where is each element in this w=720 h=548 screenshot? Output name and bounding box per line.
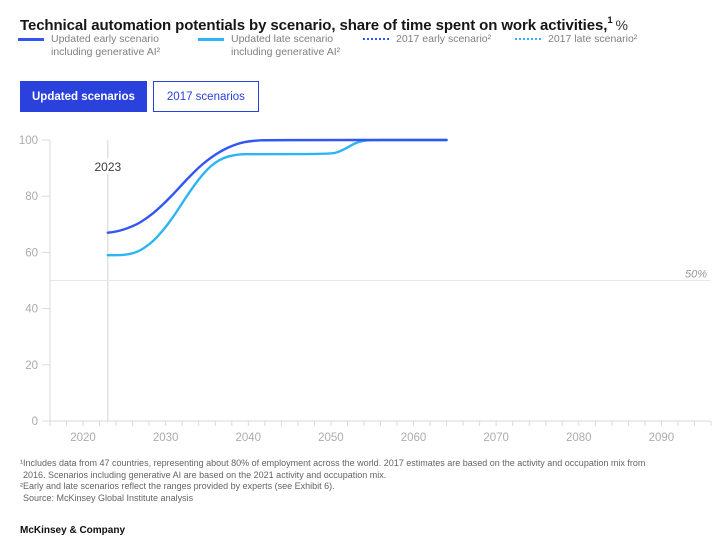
x-tick-label: 2050 [318, 432, 344, 444]
footnote-1-cont: 2016. Scenarios including generative AI … [23, 469, 387, 480]
y-tick-label: 60 [25, 247, 38, 259]
legend-label-line2: including generative AI² [231, 46, 341, 58]
footnote-1: ¹Includes data from 47 countries, repres… [20, 458, 646, 468]
y-tick-label: 40 [25, 304, 38, 316]
y-tick-label: 0 [32, 416, 38, 428]
solid-line-swatch-icon [18, 38, 44, 41]
legend-label-line1: 2017 early scenario² [396, 33, 492, 45]
legend-label: Updated late scenario including generati… [231, 33, 340, 59]
legend-label: 2017 early scenario² [396, 33, 491, 46]
x-tick-label: 2030 [153, 432, 179, 444]
legend-item-updated-late: Updated late scenario including generati… [198, 33, 340, 59]
page-title: Technical automation potentials by scena… [20, 15, 628, 35]
x-tick-label: 2070 [483, 432, 509, 444]
x-tick-label: 2090 [649, 432, 675, 444]
legend-label: Updated early scenario including generat… [51, 33, 160, 59]
chart-legend: Updated early scenario including generat… [0, 33, 720, 67]
x-tick-label: 2040 [236, 432, 262, 444]
title-footnote-marker: 1 [607, 15, 613, 27]
2017-scenarios-button[interactable]: 2017 scenarios [152, 81, 259, 112]
footnote-2: ²Early and late scenarios reflect the ra… [20, 481, 335, 491]
legend-label: 2017 late scenario² [548, 33, 637, 46]
legend-label-line1: Updated early scenario [51, 33, 159, 45]
legend-label-line1: Updated late scenario [231, 33, 334, 45]
solid-line-swatch-icon [198, 38, 224, 41]
y-tick-label: 80 [25, 191, 38, 203]
x-tick-label: 2080 [566, 432, 592, 444]
mckinsey-brand: McKinsey & Company [20, 525, 126, 536]
source-line: Source: McKinsey Global Institute analys… [23, 492, 194, 503]
dotted-line-swatch-icon [363, 38, 389, 40]
reference-line-label: 50% [685, 269, 707, 281]
series-line-late [106, 138, 448, 257]
legend-label-line2: including generative AI² [51, 46, 161, 58]
updated-scenarios-button[interactable]: Updated scenarios [20, 81, 147, 112]
y-tick-label: 20 [25, 360, 38, 372]
title-unit: % [615, 17, 628, 34]
scenario-toggle-group: Updated scenarios 2017 scenarios [20, 81, 259, 112]
footnotes: ¹Includes data from 47 countries, repres… [20, 458, 706, 504]
legend-label-line1: 2017 late scenario² [548, 33, 638, 45]
year-marker-label: 2023 [94, 160, 121, 174]
x-tick-label: 2020 [70, 432, 96, 444]
x-tick-label: 2060 [401, 432, 427, 444]
legend-item-2017-early: 2017 early scenario² [363, 33, 491, 46]
legend-item-updated-early: Updated early scenario including generat… [18, 33, 160, 59]
page-title-text: Technical automation potentials by scena… [20, 17, 608, 35]
legend-item-2017-late: 2017 late scenario² [515, 33, 637, 46]
dotted-line-swatch-icon [515, 38, 541, 40]
year-marker-label-bg [85, 158, 130, 174]
series-line-early [106, 138, 448, 234]
y-tick-label: 100 [19, 135, 38, 147]
